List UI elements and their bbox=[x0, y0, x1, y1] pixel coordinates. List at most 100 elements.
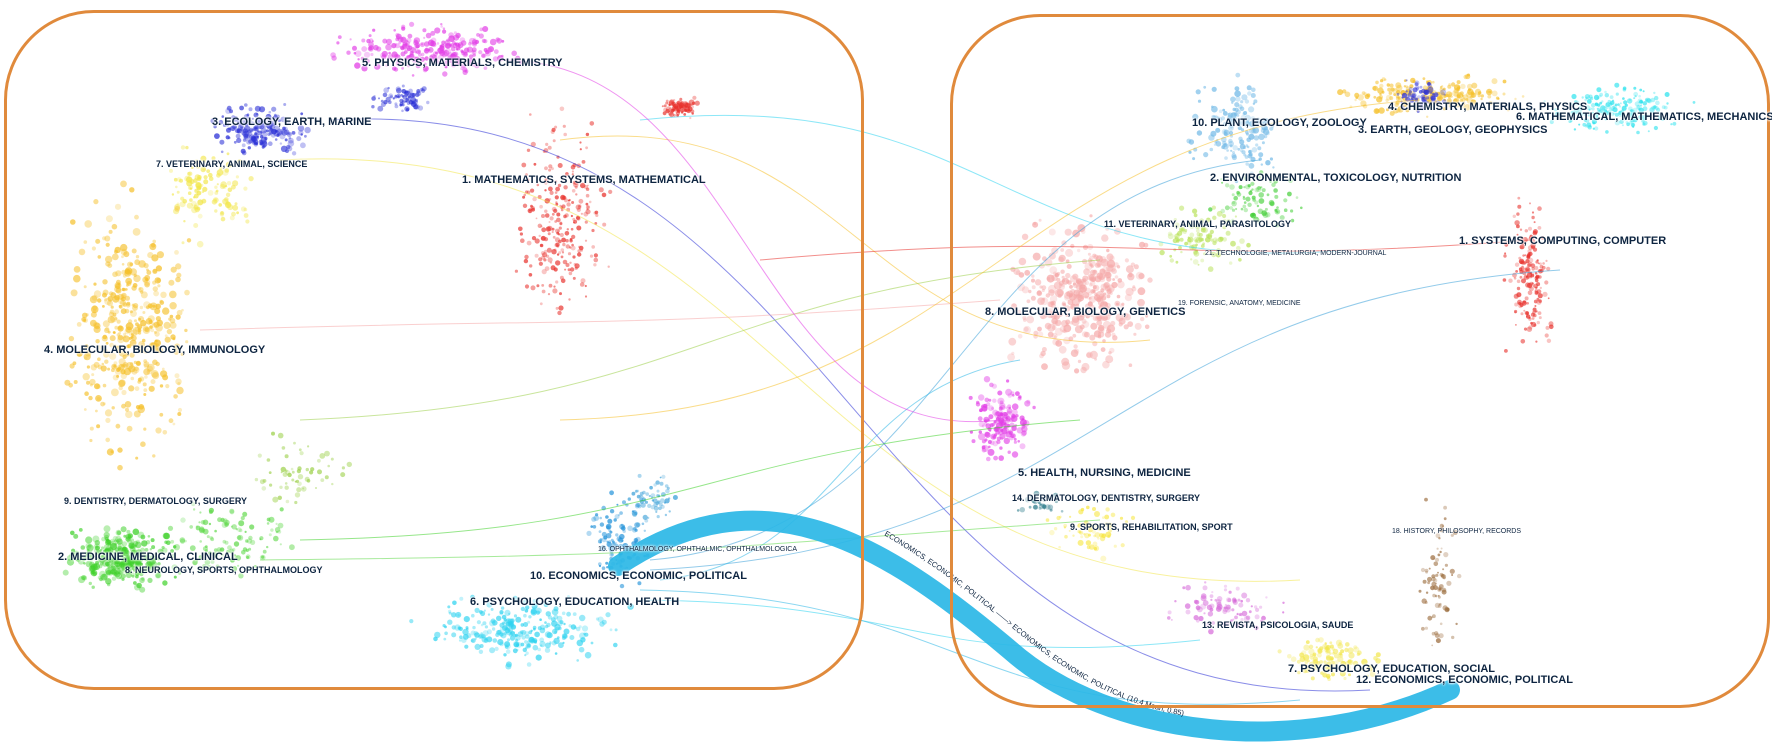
point-r9 bbox=[1087, 523, 1093, 529]
point-l3 bbox=[407, 91, 410, 94]
point-r1 bbox=[1530, 245, 1536, 250]
point-l1 bbox=[684, 103, 690, 109]
point-l5 bbox=[385, 63, 389, 67]
point-l6 bbox=[500, 606, 505, 610]
point-r5 bbox=[1006, 379, 1010, 383]
point-r11 bbox=[1226, 219, 1231, 225]
point-r5 bbox=[986, 456, 991, 462]
point-l5 bbox=[406, 64, 410, 68]
point-l8 bbox=[229, 509, 235, 515]
point-r11 bbox=[1207, 266, 1214, 272]
point-r7 bbox=[1311, 667, 1316, 671]
point-r4 bbox=[1471, 92, 1477, 98]
point-r2 bbox=[1253, 216, 1259, 223]
point-l4 bbox=[129, 262, 134, 267]
point-r8 bbox=[1082, 275, 1089, 282]
point-l2 bbox=[105, 567, 112, 575]
point-l4 bbox=[169, 321, 177, 329]
point-r10 bbox=[1234, 179, 1239, 184]
point-r10 bbox=[1234, 102, 1240, 108]
point-r9 bbox=[1068, 529, 1071, 532]
point-r13 bbox=[1223, 588, 1228, 592]
point-r6 bbox=[1638, 107, 1644, 113]
point-l6 bbox=[516, 648, 519, 652]
point-l4 bbox=[184, 289, 190, 296]
point-r8 bbox=[1094, 314, 1103, 322]
point-r6 bbox=[1634, 95, 1637, 98]
point-r4 bbox=[1342, 89, 1347, 94]
point-r3 bbox=[1411, 93, 1416, 98]
point-l4 bbox=[122, 302, 127, 307]
point-r11 bbox=[1230, 240, 1236, 247]
point-l1 bbox=[555, 242, 560, 247]
point-l7 bbox=[197, 213, 203, 219]
point-r4 bbox=[1448, 104, 1452, 108]
point-r8 bbox=[1089, 214, 1093, 218]
point-l2 bbox=[139, 586, 146, 593]
point-r6 bbox=[1605, 130, 1609, 134]
point-l6 bbox=[520, 642, 525, 647]
point-r10 bbox=[1240, 149, 1243, 153]
point-l6 bbox=[526, 662, 532, 667]
point-l6 bbox=[512, 595, 518, 602]
point-r1 bbox=[1518, 301, 1522, 305]
point-l6 bbox=[481, 634, 486, 639]
point-l1 bbox=[526, 178, 530, 182]
point-l9 bbox=[299, 451, 304, 456]
point-l3 bbox=[408, 88, 413, 94]
point-r4 bbox=[1394, 102, 1399, 108]
point-l6 bbox=[519, 630, 524, 634]
point-l2 bbox=[114, 539, 117, 543]
point-l1 bbox=[563, 214, 567, 219]
point-r8 bbox=[1103, 271, 1111, 279]
point-r6 bbox=[1611, 105, 1616, 110]
point-r5 bbox=[996, 439, 1001, 444]
point-r4 bbox=[1390, 87, 1395, 92]
point-l1 bbox=[577, 249, 581, 253]
point-l1 bbox=[542, 252, 548, 258]
point-l8 bbox=[245, 548, 249, 553]
point-r7 bbox=[1325, 655, 1332, 661]
point-r5 bbox=[1006, 410, 1012, 416]
point-r8 bbox=[1030, 295, 1036, 301]
point-r7 bbox=[1290, 656, 1297, 662]
point-l6 bbox=[462, 628, 469, 636]
point-l7 bbox=[202, 186, 208, 192]
point-l2 bbox=[157, 562, 161, 566]
point-r4 bbox=[1461, 97, 1466, 102]
point-r7 bbox=[1340, 649, 1345, 654]
point-r11 bbox=[1192, 208, 1198, 214]
point-l1 bbox=[578, 180, 581, 184]
point-l1 bbox=[531, 236, 537, 241]
point-l1 bbox=[565, 239, 569, 243]
point-l4 bbox=[104, 298, 108, 302]
point-l4 bbox=[122, 273, 127, 278]
point-r13 bbox=[1282, 601, 1285, 604]
cluster-label-left-3: 3. ECOLOGY, EARTH, MARINE bbox=[212, 116, 372, 128]
point-r5 bbox=[1008, 430, 1013, 435]
point-l4 bbox=[154, 277, 161, 284]
point-l6 bbox=[539, 641, 546, 648]
point-l1 bbox=[678, 102, 685, 109]
point-l3 bbox=[389, 95, 393, 99]
main-flow-band bbox=[608, 510, 1460, 742]
point-l8 bbox=[268, 516, 275, 523]
point-r8 bbox=[1026, 299, 1031, 304]
point-r4 bbox=[1437, 102, 1440, 105]
point-l5 bbox=[415, 63, 421, 69]
point-r6 bbox=[1612, 105, 1617, 109]
point-l8 bbox=[245, 554, 251, 560]
point-l3 bbox=[383, 87, 390, 93]
point-r4 bbox=[1463, 74, 1468, 80]
point-r8 bbox=[1092, 285, 1097, 290]
point-r1 bbox=[1521, 265, 1524, 268]
point-r1 bbox=[1520, 339, 1526, 344]
point-r9 bbox=[1077, 522, 1083, 528]
point-l1 bbox=[676, 102, 680, 105]
point-l4 bbox=[123, 251, 130, 258]
point-l5 bbox=[423, 36, 426, 40]
point-r8 bbox=[1077, 294, 1085, 302]
point-r1 bbox=[1524, 229, 1529, 233]
point-l2 bbox=[139, 577, 145, 584]
point-l5 bbox=[416, 49, 421, 55]
